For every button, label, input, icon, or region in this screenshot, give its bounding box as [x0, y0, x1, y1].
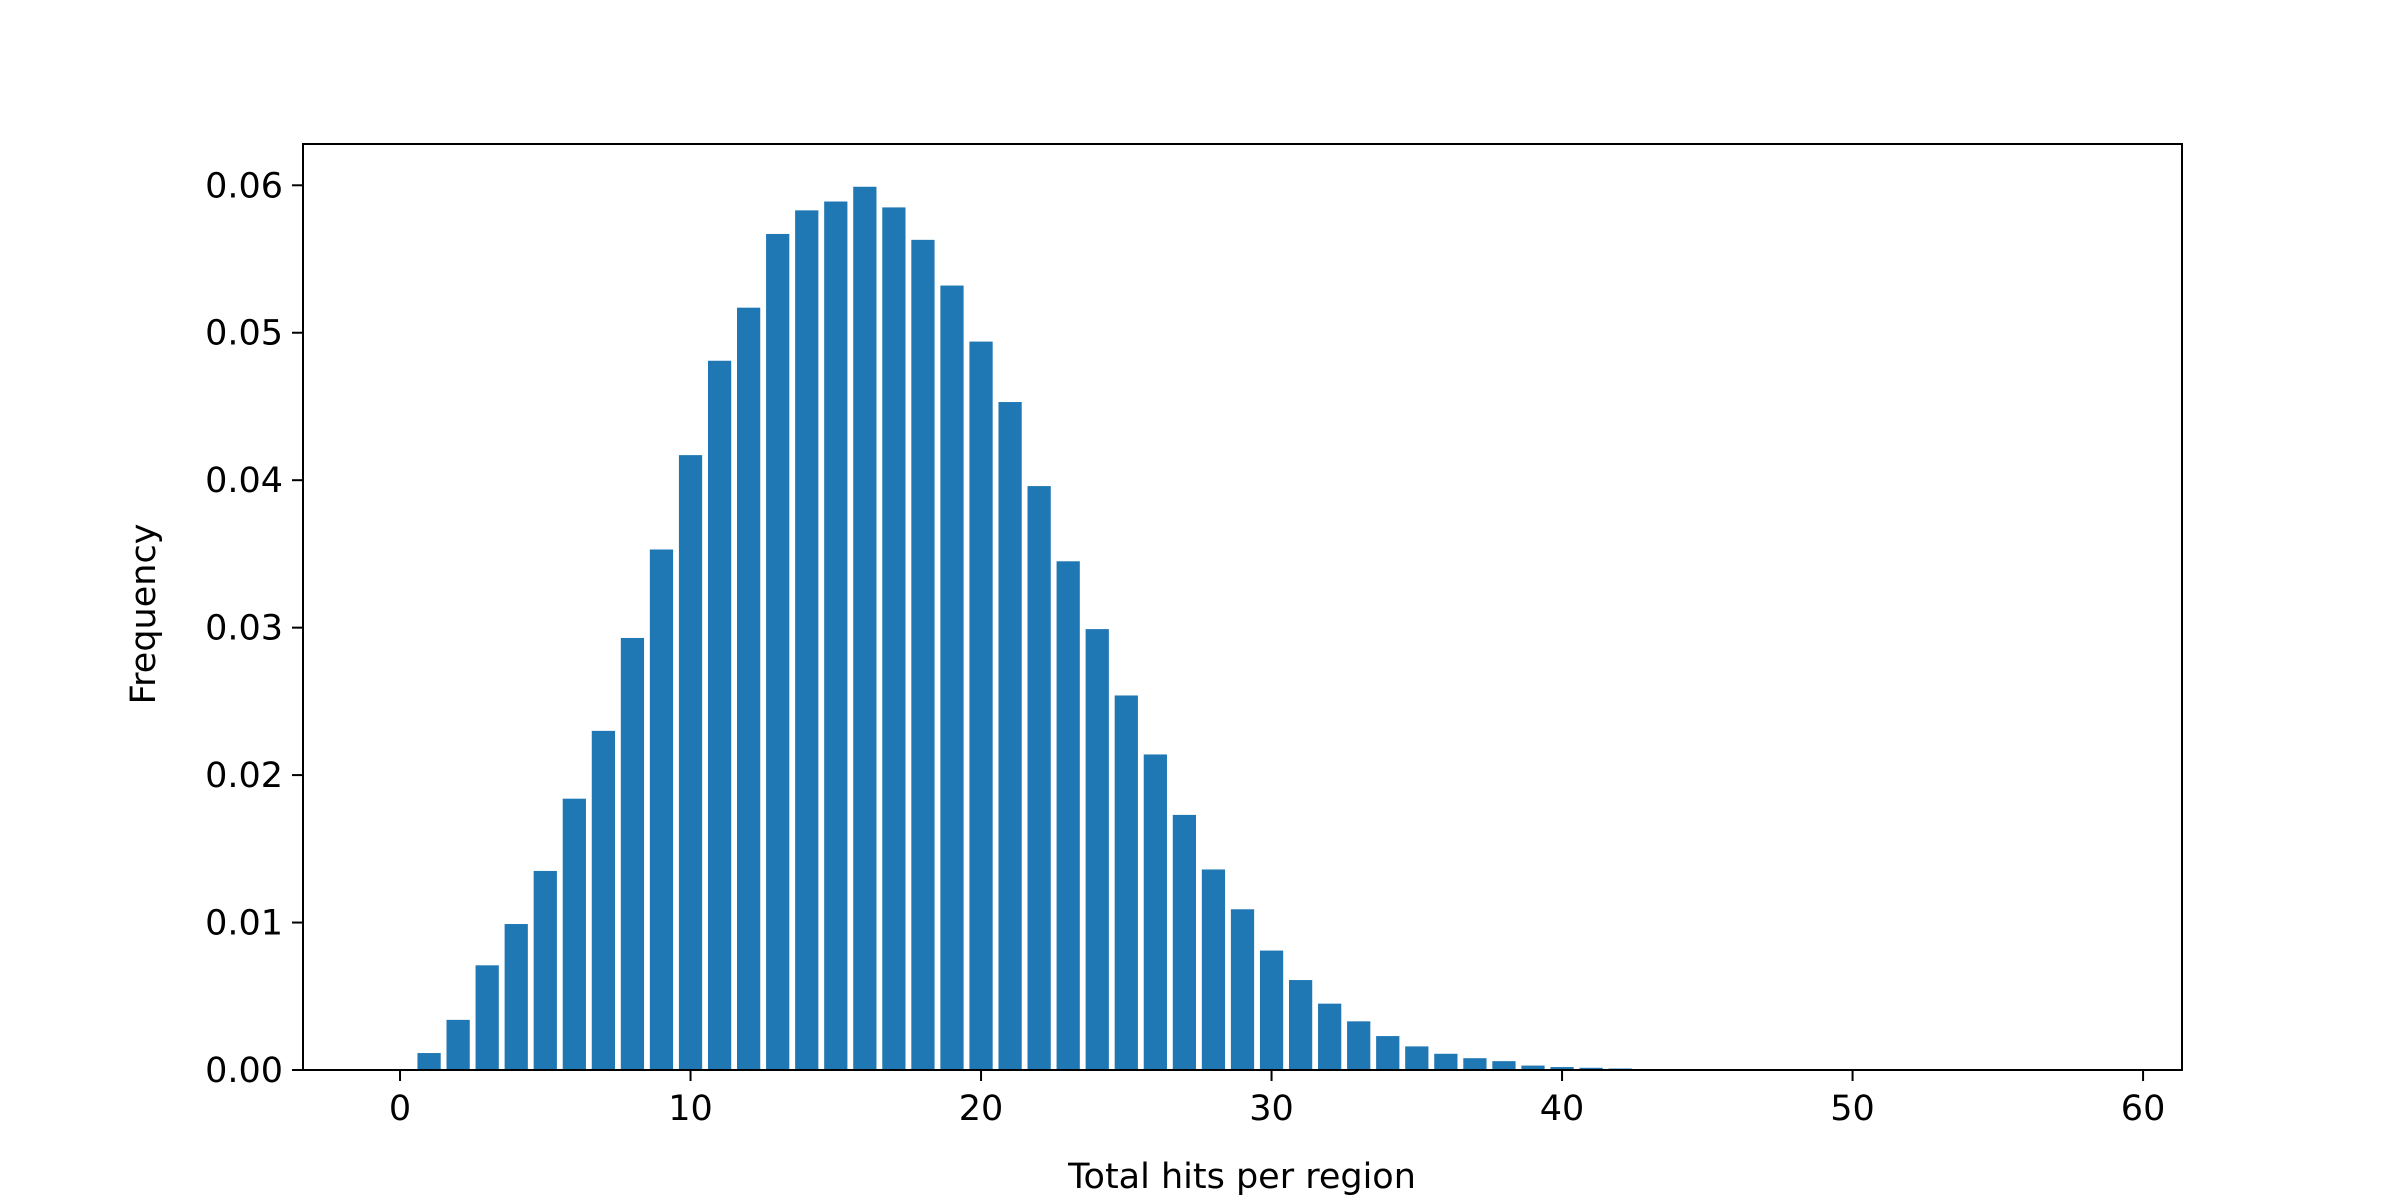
bar — [1463, 1058, 1487, 1070]
bar — [1143, 754, 1167, 1070]
bar — [969, 341, 993, 1070]
bar — [1405, 1046, 1429, 1070]
bar — [533, 870, 557, 1070]
bar — [1027, 486, 1051, 1070]
y-tick-label: 0.05 — [205, 314, 283, 354]
bar — [475, 965, 499, 1070]
bar — [1056, 561, 1080, 1070]
bar — [1579, 1067, 1603, 1070]
y-tick-label: 0.06 — [205, 166, 283, 206]
bar — [1288, 980, 1313, 1070]
y-tick-label: 0.00 — [205, 1051, 283, 1091]
bar — [446, 1019, 470, 1070]
bar — [1172, 814, 1197, 1070]
y-axis-label: Frequency — [124, 524, 164, 705]
x-tick-label: 40 — [1540, 1089, 1585, 1129]
bar — [620, 637, 645, 1070]
bar — [1318, 1003, 1342, 1070]
bar — [649, 549, 674, 1070]
bar — [911, 239, 935, 1071]
x-tick-label: 60 — [2121, 1089, 2166, 1129]
bar — [795, 210, 819, 1070]
x-tick-label: 0 — [389, 1089, 411, 1129]
x-tick-label: 20 — [959, 1089, 1004, 1129]
y-tick-label: 0.02 — [205, 756, 283, 796]
bar — [1230, 909, 1255, 1070]
x-tick-label: 30 — [1249, 1089, 1294, 1129]
bar — [1376, 1036, 1400, 1070]
bar — [678, 455, 703, 1070]
bar — [1492, 1061, 1516, 1070]
bar — [417, 1053, 441, 1070]
bar — [853, 186, 877, 1071]
bar — [1550, 1067, 1574, 1070]
bar — [1347, 1021, 1371, 1070]
x-tick-label: 50 — [1830, 1089, 1875, 1129]
bar — [1521, 1065, 1545, 1070]
x-tick-label: 10 — [668, 1089, 713, 1129]
bar — [766, 233, 790, 1070]
bar — [737, 307, 761, 1070]
bar — [707, 360, 732, 1071]
y-tick-label: 0.01 — [205, 904, 283, 944]
y-tick-label: 0.03 — [205, 609, 283, 649]
bar — [562, 798, 586, 1070]
bar — [504, 924, 528, 1070]
bar — [1434, 1053, 1458, 1070]
bar — [1085, 629, 1109, 1070]
bar — [1114, 695, 1138, 1070]
x-axis-label: Total hits per region — [1067, 1157, 1416, 1197]
bar — [882, 207, 906, 1070]
bar — [591, 730, 616, 1070]
bar — [940, 285, 964, 1070]
plot-frame — [302, 143, 2183, 1071]
bar — [998, 402, 1022, 1071]
y-tick-label: 0.04 — [205, 461, 283, 501]
bar — [824, 201, 848, 1071]
bar — [1259, 950, 1284, 1070]
bar — [1201, 869, 1226, 1070]
